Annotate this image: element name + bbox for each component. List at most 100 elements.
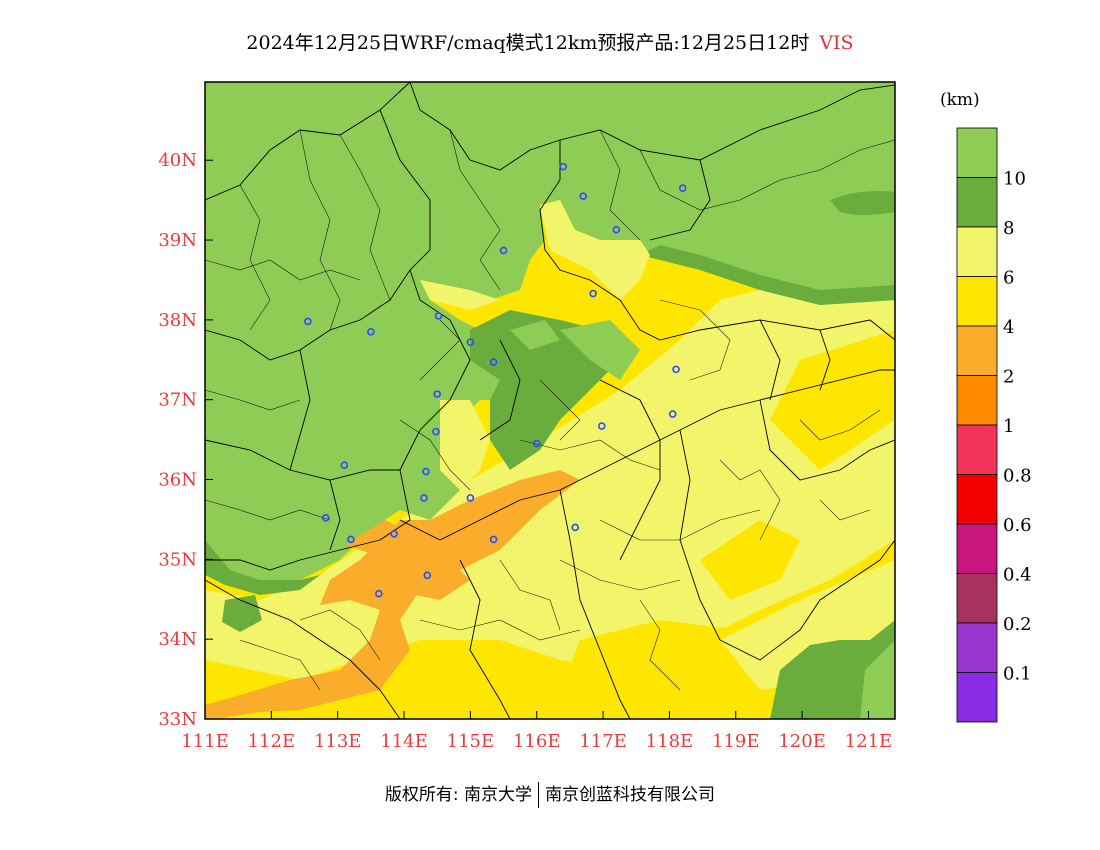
city-marker: [432, 427, 440, 436]
map-title-main: 2024年12月25日WRF/cmaq模式12km预报产品:12月25日12时: [246, 32, 810, 54]
city-marker: [559, 162, 568, 171]
lon-label: 111E: [181, 731, 229, 752]
lon-label: 121E: [845, 731, 893, 752]
lon-label: 115E: [447, 731, 495, 752]
colorbar-label: 0.8: [1003, 466, 1032, 487]
field-2-4km: [205, 470, 580, 719]
colorbar-label: 1: [1003, 416, 1014, 437]
city-marker: [347, 535, 355, 544]
colorbar-swatch: [956, 325, 998, 376]
city-marker: [579, 192, 587, 200]
copyright-company: 南京创蓝科技有限公司: [545, 785, 716, 805]
city-marker: [304, 317, 312, 326]
lat-label: 40N: [158, 150, 197, 171]
map-frame: [204, 81, 896, 720]
lat-label: 37N: [158, 390, 197, 411]
field-4-6km-patch: [700, 520, 800, 600]
colorbar-swatch: [956, 523, 998, 574]
copyright-owner: 版权所有: 南京大学: [384, 785, 533, 805]
city-marker: [340, 461, 349, 469]
lon-label: 116E: [513, 731, 561, 752]
colorbar-swatch: [956, 573, 998, 624]
city-markers: [304, 162, 687, 598]
lon-label: 117E: [579, 731, 627, 752]
colorbar-labels: 10 8 6 4 2 1 0.8 0.6 0.4 0.2 0.1: [1003, 169, 1032, 685]
lon-label: 112E: [248, 731, 296, 752]
lat-label: 35N: [158, 549, 197, 570]
field-2-4km-patch2: [410, 560, 470, 600]
field-8-10km-sw: [222, 595, 262, 632]
colorbar-swatch: [956, 622, 998, 673]
city-marker: [466, 494, 475, 502]
colorbar-label: 0.2: [1003, 614, 1032, 635]
lat-label: 34N: [158, 629, 197, 650]
city-marker: [612, 225, 621, 234]
city-marker: [489, 535, 498, 544]
lon-label: 113E: [314, 731, 362, 752]
field-over-10km: [205, 82, 895, 580]
colorbar-swatch: [956, 424, 998, 475]
city-marker: [678, 184, 687, 192]
colorbar-swatch: [956, 375, 998, 426]
colorbar-label: 2: [1003, 367, 1014, 388]
lat-label: 33N: [158, 709, 197, 730]
field-over-10km-inner: [560, 320, 640, 380]
colorbar-label: 6: [1003, 268, 1014, 289]
field-4-6km-south: [560, 620, 770, 719]
city-marker: [390, 530, 398, 538]
field-6-8km-ridge: [540, 200, 650, 300]
city-marker: [532, 439, 541, 448]
field-2-4km-patch: [345, 520, 405, 555]
colorbar-label: 10: [1003, 169, 1026, 190]
field-8-10km-band: [640, 245, 895, 305]
field-6-8km-west-ridge: [440, 400, 490, 490]
colorbar-swatch: [956, 672, 998, 723]
colorbar-swatch: [956, 127, 998, 178]
colorbar-unit: (km): [940, 90, 980, 110]
colorbar-swatch: [956, 226, 998, 277]
colorbar-label: 4: [1003, 317, 1014, 338]
county-boundaries: [205, 129, 895, 691]
lon-label: 114E: [380, 731, 428, 752]
axis-ticks: [204, 159, 869, 720]
footer-separator: [538, 782, 540, 808]
map-title-variable: VIS: [819, 32, 854, 54]
city-marker: [489, 358, 498, 366]
latitude-labels: 33N 34N 35N 36N 37N 38N 39N 40N: [158, 150, 197, 730]
colorbar-label: 0.6: [1003, 515, 1032, 536]
colorbar-label: 0.1: [1003, 664, 1032, 685]
colorbar: [956, 127, 998, 723]
city-marker: [589, 289, 597, 298]
lat-label: 39N: [158, 230, 197, 251]
city-marker: [321, 514, 330, 522]
lat-label: 38N: [158, 310, 197, 331]
city-marker: [375, 589, 383, 598]
colorbar-swatch: [956, 177, 998, 228]
admin-boundaries: [205, 82, 895, 719]
field-6-8km-north-strip: [420, 280, 500, 310]
city-marker: [571, 523, 580, 532]
map-field: [205, 82, 895, 719]
lon-label: 120E: [778, 731, 826, 752]
colorbar-swatch: [956, 474, 998, 525]
field-8-10km-band-ne: [830, 191, 895, 215]
city-marker: [434, 312, 443, 320]
city-marker: [672, 365, 680, 374]
city-marker: [597, 422, 606, 430]
city-marker: [668, 410, 677, 418]
city-marker: [422, 467, 430, 476]
city-marker: [420, 494, 428, 502]
lat-label: 36N: [158, 470, 197, 491]
city-marker: [466, 338, 475, 347]
copyright-footer: 版权所有: 南京大学 南京创蓝科技有限公司: [0, 780, 1100, 808]
city-marker: [367, 328, 375, 336]
city-marker: [423, 571, 432, 580]
field-over-10km-inner2: [510, 320, 560, 350]
longitude-labels: 111E 112E 113E 114E 115E 116E 117E 118E 119E 120E…: [181, 731, 892, 752]
colorbar-label: 0.4: [1003, 565, 1032, 586]
lon-label: 119E: [712, 731, 760, 752]
colorbar-swatch: [956, 276, 998, 327]
city-marker: [433, 390, 442, 398]
field-8-10km-west: [205, 540, 320, 595]
